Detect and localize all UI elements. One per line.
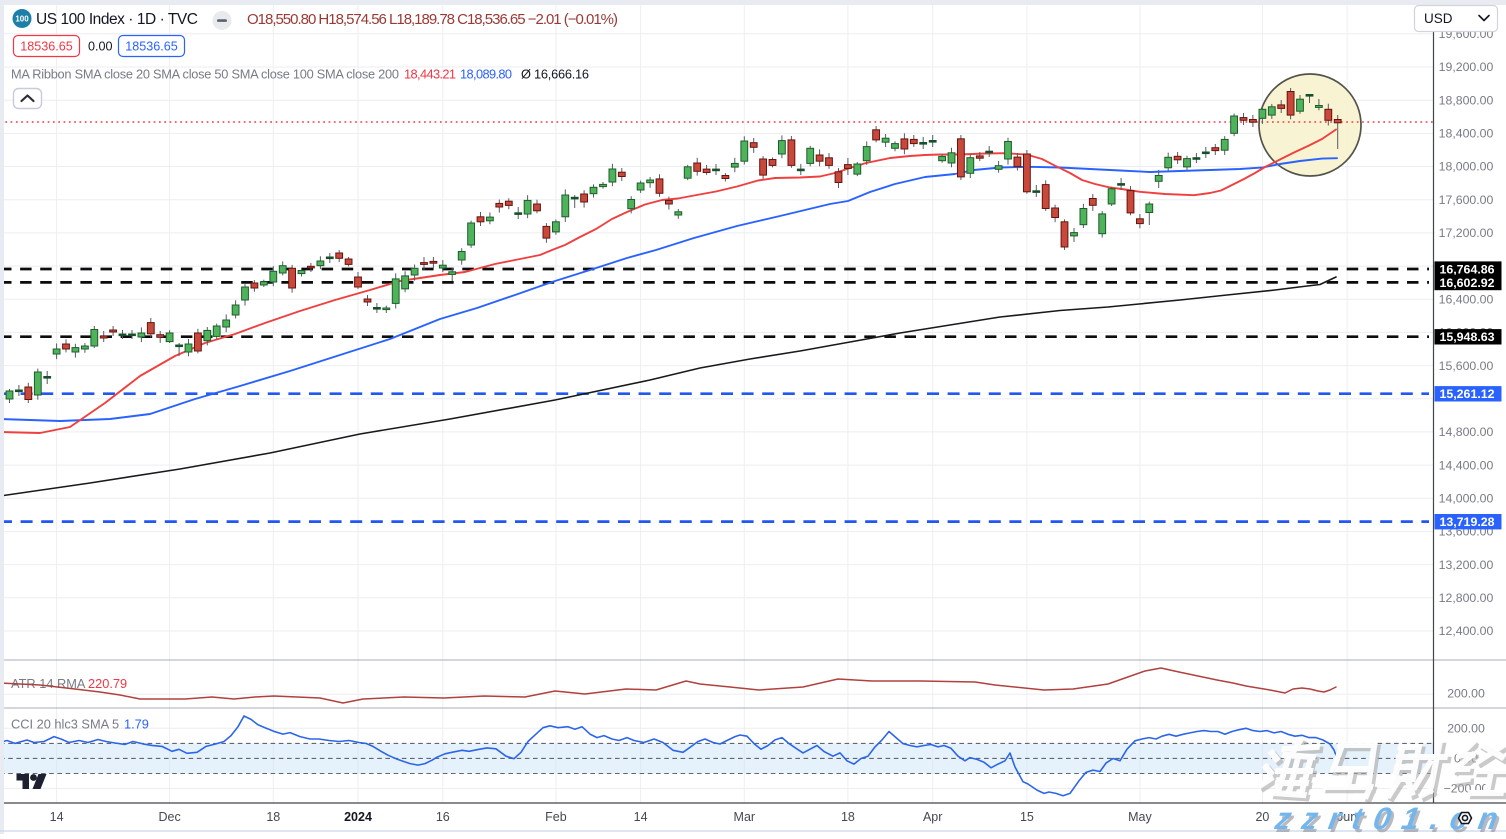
svg-text:2024: 2024 [344,810,372,824]
svg-text:O18,550.80 H18,574.56 L18,189.: O18,550.80 H18,574.56 L18,189.78 C18,536… [247,11,618,28]
svg-text:14,000.00: 14,000.00 [1439,492,1494,506]
svg-text:100: 100 [15,15,29,24]
svg-text:13,719.28: 13,719.28 [1439,515,1494,529]
svg-text:Mar: Mar [734,810,756,824]
svg-text:15: 15 [1020,810,1034,824]
svg-text:18: 18 [266,810,280,824]
svg-text:CCI 20 hlc3 SMA 5: CCI 20 hlc3 SMA 5 [11,717,119,732]
svg-text:14: 14 [634,810,648,824]
svg-text:18,400.00: 18,400.00 [1439,127,1494,141]
svg-text:Ø 16,666.16: Ø 16,666.16 [521,67,589,82]
svg-text:12,400.00: 12,400.00 [1439,624,1494,638]
svg-text:US 100 Index · 1D · TVC: US 100 Index · 1D · TVC [36,11,198,28]
svg-text:18536.65: 18536.65 [125,40,178,54]
svg-text:17,200.00: 17,200.00 [1439,226,1494,240]
svg-text:200.00: 200.00 [1447,721,1485,735]
svg-text:Apr: Apr [923,810,942,824]
svg-text:18,800.00: 18,800.00 [1439,93,1494,107]
svg-text:14,400.00: 14,400.00 [1439,458,1494,472]
svg-text:14,800.00: 14,800.00 [1439,425,1494,439]
svg-text:17,600.00: 17,600.00 [1439,193,1494,207]
svg-text:18,000.00: 18,000.00 [1439,160,1494,174]
svg-text:MA Ribbon SMA close 20 SMA clo: MA Ribbon SMA close 20 SMA close 50 SMA … [11,67,399,82]
svg-text:18: 18 [841,810,855,824]
svg-text:1.79: 1.79 [124,717,149,732]
svg-text:16,602.92: 16,602.92 [1439,276,1494,290]
svg-text:18,443.21: 18,443.21 [404,67,456,82]
svg-text:20: 20 [1255,810,1269,824]
svg-text:15,948.63: 15,948.63 [1439,330,1494,344]
svg-text:16,764.86: 16,764.86 [1439,262,1494,276]
svg-text:12,800.00: 12,800.00 [1439,591,1494,605]
svg-text:16: 16 [436,810,450,824]
svg-text:15,600.00: 15,600.00 [1439,359,1494,373]
svg-text:16,400.00: 16,400.00 [1439,292,1494,306]
svg-text:Feb: Feb [545,810,567,824]
svg-text:18536.65: 18536.65 [20,40,73,54]
svg-text:200.00: 200.00 [1447,687,1485,701]
svg-text:14: 14 [50,810,64,824]
svg-text:19,200.00: 19,200.00 [1439,60,1494,74]
svg-text:Jun: Jun [1337,810,1357,824]
svg-text:USD: USD [1424,11,1453,26]
svg-text:15,261.12: 15,261.12 [1439,387,1494,401]
svg-text:13,200.00: 13,200.00 [1439,558,1494,572]
svg-text:ATR 14 RMA: ATR 14 RMA [11,676,86,691]
svg-text:0.00: 0.00 [88,40,113,54]
svg-text:18,089.80: 18,089.80 [460,67,512,82]
svg-text:Dec: Dec [158,810,180,824]
svg-text:May: May [1128,810,1152,824]
svg-text:220.79: 220.79 [88,676,127,691]
